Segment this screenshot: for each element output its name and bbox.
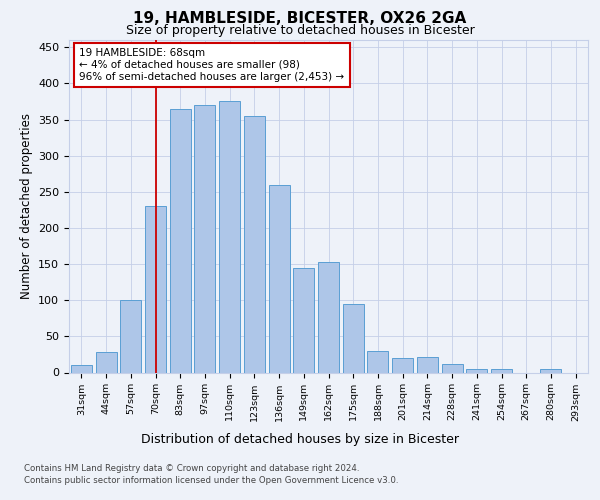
Text: Distribution of detached houses by size in Bicester: Distribution of detached houses by size …	[141, 432, 459, 446]
Bar	[244, 116, 265, 372]
Bar	[417, 356, 438, 372]
Text: 19, HAMBLESIDE, BICESTER, OX26 2GA: 19, HAMBLESIDE, BICESTER, OX26 2GA	[133, 11, 467, 26]
Bar	[318, 262, 339, 372]
Y-axis label: Number of detached properties: Number of detached properties	[20, 114, 32, 299]
Bar	[95, 352, 116, 372]
Bar	[343, 304, 364, 372]
Bar	[491, 369, 512, 372]
Bar	[367, 351, 388, 372]
Bar	[145, 206, 166, 372]
Bar	[392, 358, 413, 372]
Bar	[194, 105, 215, 372]
Bar	[466, 369, 487, 372]
Text: Size of property relative to detached houses in Bicester: Size of property relative to detached ho…	[125, 24, 475, 37]
Bar	[170, 108, 191, 372]
Bar	[442, 364, 463, 372]
Bar	[219, 102, 240, 372]
Bar	[541, 369, 562, 372]
Text: Contains HM Land Registry data © Crown copyright and database right 2024.: Contains HM Land Registry data © Crown c…	[24, 464, 359, 473]
Bar	[293, 268, 314, 372]
Text: 19 HAMBLESIDE: 68sqm
← 4% of detached houses are smaller (98)
96% of semi-detach: 19 HAMBLESIDE: 68sqm ← 4% of detached ho…	[79, 48, 344, 82]
Bar	[71, 366, 92, 372]
Bar	[120, 300, 141, 372]
Text: Contains public sector information licensed under the Open Government Licence v3: Contains public sector information licen…	[24, 476, 398, 485]
Bar	[269, 184, 290, 372]
